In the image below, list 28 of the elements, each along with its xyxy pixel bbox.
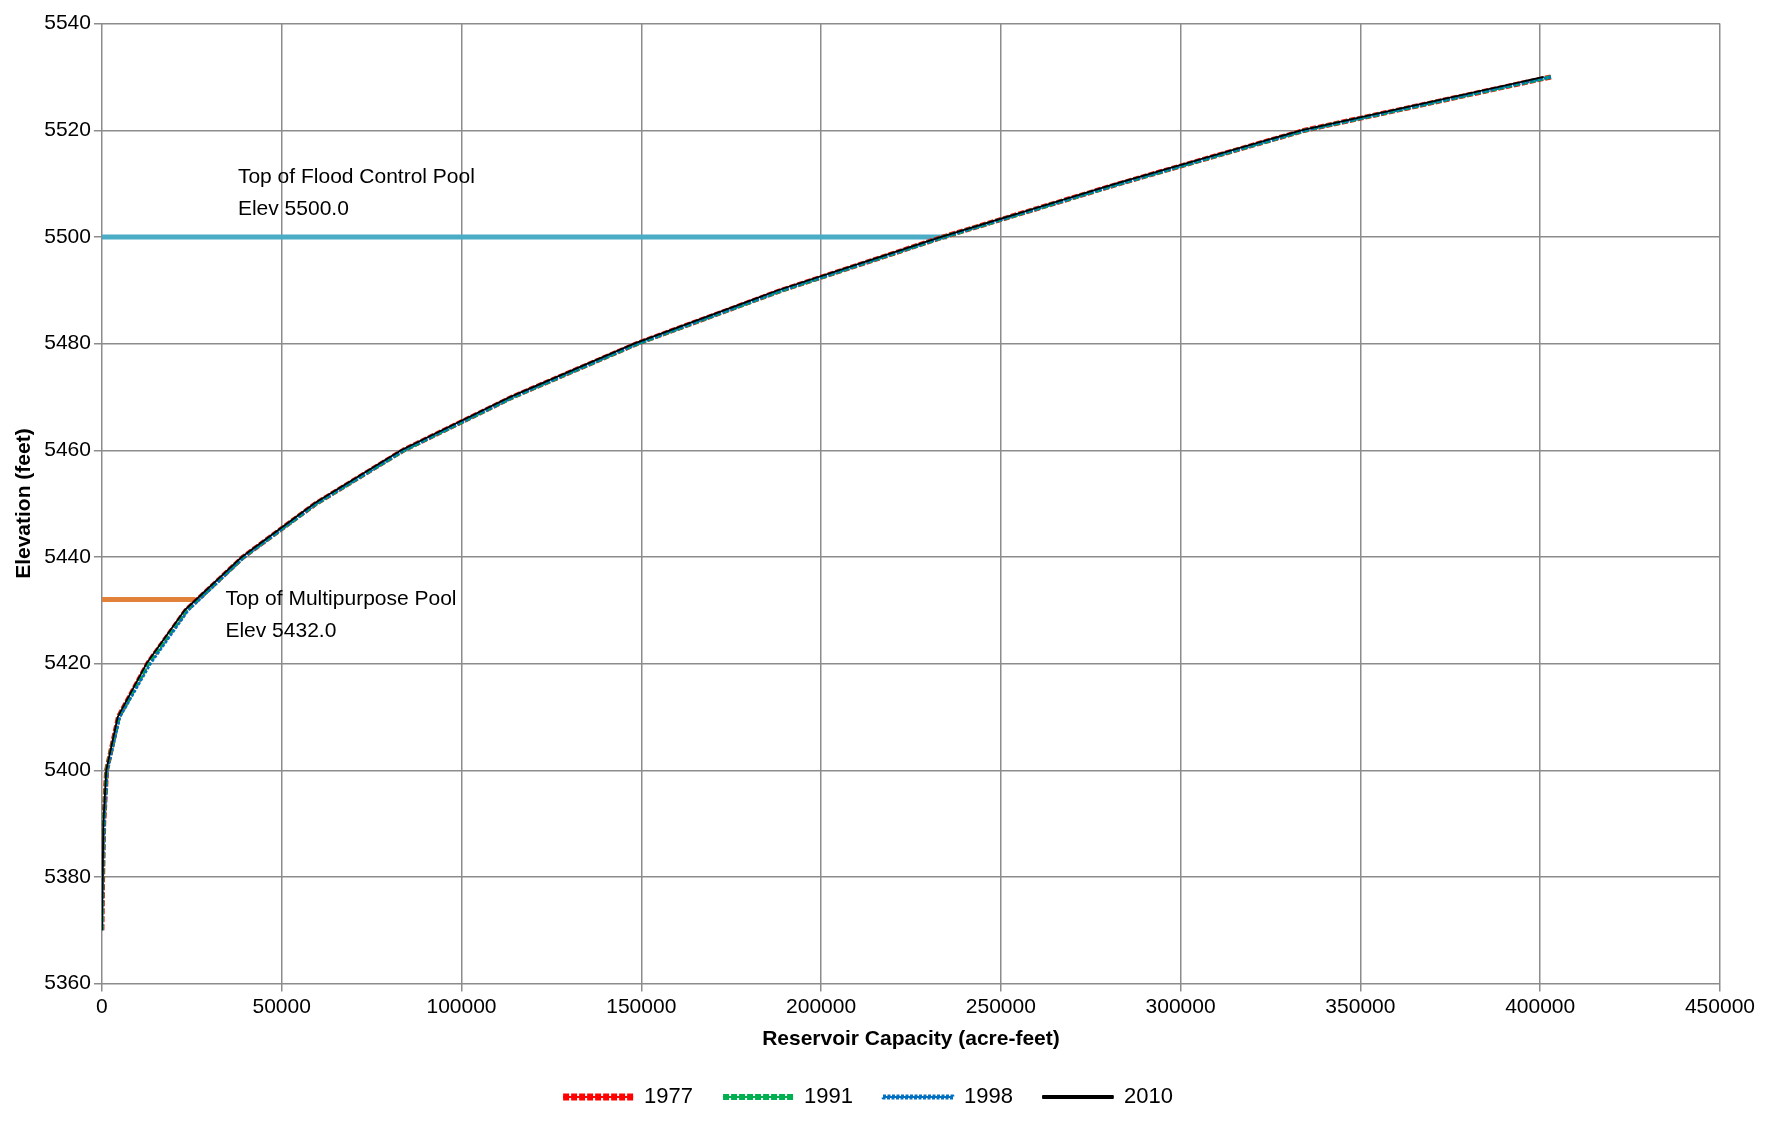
- x-tick-label: 400000: [1505, 994, 1576, 1017]
- x-tick-label: 200000: [786, 994, 857, 1017]
- y-tick-label: 5520: [44, 117, 91, 141]
- y-tick-label: 5500: [44, 223, 91, 247]
- legend-label: 1991: [804, 1083, 854, 1109]
- x-axis-title: Reservoir Capacity (acre-feet): [762, 1026, 1060, 1050]
- x-tick-label: 300000: [1145, 994, 1216, 1017]
- x-tick-label: 0: [96, 994, 108, 1017]
- x-tick-label: 150000: [606, 994, 677, 1017]
- y-tick-label: 5400: [44, 757, 91, 781]
- annotation: Top of Flood Control Pool Elev 5500.0: [237, 163, 475, 219]
- x-tick-label: 450000: [1684, 994, 1755, 1017]
- x-tick-label: 250000: [965, 994, 1036, 1017]
- y-tick-label: 5360: [44, 970, 91, 994]
- y-axis-title: Elevation (feet): [11, 428, 35, 579]
- x-tick-label: 100000: [426, 994, 497, 1017]
- annotation: Top of Multipurpose Pool Elev 5432.0: [225, 586, 457, 642]
- legend-label: 1998: [964, 1083, 1013, 1109]
- y-tick-label: 5380: [44, 863, 91, 887]
- y-tick-label: 5420: [44, 650, 91, 674]
- legend-label: 1977: [644, 1083, 694, 1109]
- x-tick-label: 50000: [252, 994, 311, 1017]
- legend-label: 2010: [1123, 1083, 1173, 1109]
- y-tick-label: 5480: [44, 330, 91, 354]
- y-tick-label: 5440: [44, 543, 91, 567]
- y-tick-label: 5460: [44, 437, 91, 461]
- x-tick-label: 350000: [1325, 994, 1396, 1017]
- y-tick-label: 5540: [44, 10, 91, 34]
